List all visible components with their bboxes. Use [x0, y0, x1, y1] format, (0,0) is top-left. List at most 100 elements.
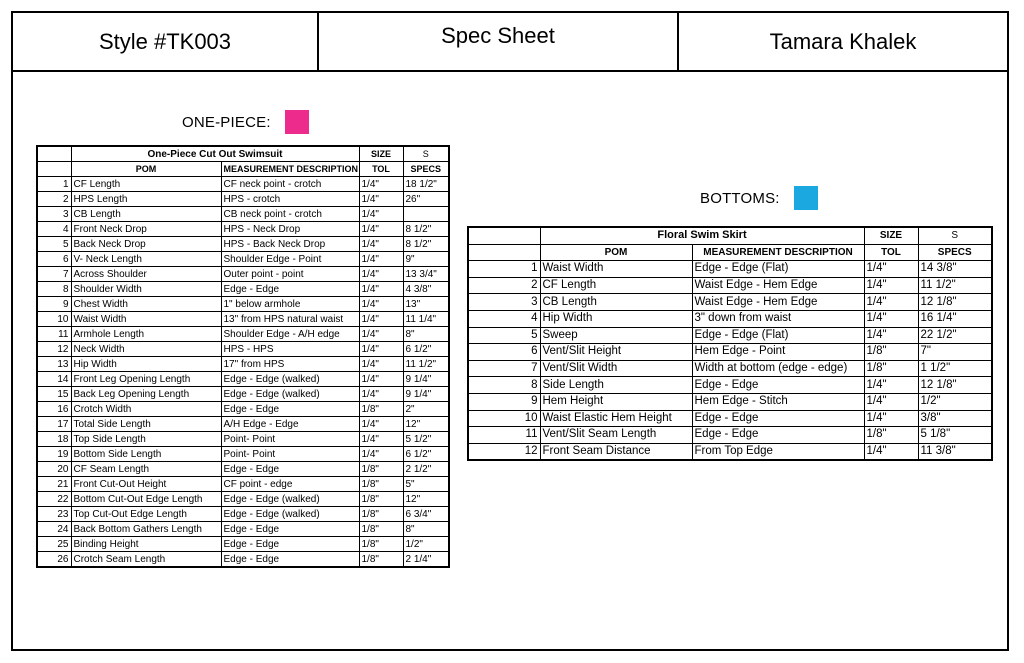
- table-row: 7 Across Shoulder Outer point - point 1/4" 1…: [36, 266, 450, 282]
- table-row: 17 Total Side Length A/H Edge - Edge 1/4" 12…: [36, 416, 450, 432]
- pom-cell: Bottom Cut-Out Edge Length: [70, 491, 222, 507]
- tol-cell: 1/8": [358, 536, 404, 552]
- onepiece-color-swatch: [284, 110, 309, 134]
- table-row: 20 CF Seam Length Edge - Edge 1/8" 2 1/2": [36, 461, 450, 477]
- desc-cell: Edge - Edge: [220, 461, 360, 477]
- pom-cell: Hem Height: [539, 392, 693, 411]
- spec-cell: 11 3/8": [917, 442, 993, 462]
- spec-cell: 2": [402, 401, 450, 417]
- onepiece-label-text: ONE-PIECE:: [182, 113, 271, 131]
- table-row: 1 CF Length CF neck point - crotch 1/4" 18 1…: [36, 176, 450, 192]
- tol-cell: 1/4": [358, 371, 404, 387]
- tol-cell: 1/4": [358, 326, 404, 342]
- table-row: 7 Vent/Slit Width Width at bottom (edge - …: [467, 359, 993, 378]
- spec-cell: 11 1/4": [402, 311, 450, 327]
- pom-cell: CF Seam Length: [70, 461, 222, 477]
- row-number: 14: [36, 371, 72, 387]
- tol-cell: 1/4": [358, 236, 404, 252]
- table-row: 4 Front Neck Drop HPS - Neck Drop 1/4" 8 1/2…: [36, 221, 450, 237]
- pom-cell: Chest Width: [70, 296, 222, 312]
- desc-cell: Edge - Edge (Flat): [691, 260, 865, 278]
- row-number: 7: [467, 359, 541, 378]
- desc-cell: 3" down from waist: [691, 309, 865, 328]
- spec-cell: 26": [402, 191, 450, 207]
- spec-cell: 6 3/4": [402, 506, 450, 522]
- spec-cell: 18 1/2": [402, 176, 450, 192]
- table-row: 3 CB Length CB neck point - crotch 1/4": [36, 206, 450, 222]
- tol-cell: 1/8": [358, 461, 404, 477]
- tol-cell: 1/4": [358, 191, 404, 207]
- onepiece-label: ONE-PIECE:: [182, 110, 309, 134]
- row-number: 17: [36, 416, 72, 432]
- pom-cell: CB Length: [539, 293, 693, 311]
- pom-cell: Bottom Side Length: [70, 446, 222, 462]
- desc-cell: From Top Edge: [691, 442, 865, 462]
- pom-cell: Vent/Slit Height: [539, 343, 693, 361]
- row-number: 9: [467, 392, 541, 411]
- spec-cell: 7": [917, 343, 993, 361]
- pom-cell: Armhole Length: [70, 326, 222, 342]
- pom-cell: Hip Width: [70, 356, 222, 372]
- blank-cell: [467, 243, 541, 262]
- spec-cell: 9": [402, 251, 450, 267]
- pom-cell: Side Length: [539, 376, 693, 394]
- specs-header: SPECS: [917, 243, 993, 262]
- pom-cell: Vent/Slit Seam Length: [539, 426, 693, 444]
- table-row: 26 Crotch Seam Length Edge - Edge 1/8" 2 1/4…: [36, 551, 450, 568]
- desc-cell: Edge - Edge: [220, 551, 360, 568]
- row-number: 2: [36, 191, 72, 207]
- tol-cell: 1/4": [863, 392, 919, 411]
- row-number: 26: [36, 551, 72, 568]
- pom-cell: Front Seam Distance: [539, 442, 693, 462]
- row-number: 20: [36, 461, 72, 477]
- spec-cell: 5 1/2": [402, 431, 450, 447]
- spec-cell: 1/2": [402, 536, 450, 552]
- pom-cell: Neck Width: [70, 341, 222, 357]
- row-number: 3: [36, 206, 72, 222]
- spec-cell: 11 1/2": [402, 356, 450, 372]
- tol-cell: 1/8": [358, 401, 404, 417]
- tol-cell: 1/8": [358, 551, 404, 568]
- spec-cell: 14 3/8": [917, 260, 993, 278]
- designer-name-text: Tamara Khalek: [769, 28, 917, 54]
- onepiece-table-title: One-Piece Cut Out Swimsuit: [70, 145, 360, 162]
- table-row: 14 Front Leg Opening Length Edge - Edge (w…: [36, 371, 450, 387]
- pom-cell: Front Leg Opening Length: [70, 371, 222, 387]
- desc-cell: HPS - Back Neck Drop: [220, 236, 360, 252]
- pom-cell: HPS Length: [70, 191, 222, 207]
- desc-cell: 1" below armhole: [220, 296, 360, 312]
- desc-cell: Edge - Edge: [691, 409, 865, 428]
- desc-cell: Shoulder Edge - A/H edge: [220, 326, 360, 342]
- desc-header: MEASUREMENT DESCRIPTION: [691, 243, 865, 262]
- pom-cell: Crotch Width: [70, 401, 222, 417]
- spec-cell: 12 1/8": [917, 293, 993, 311]
- spec-cell: 6 1/2": [402, 341, 450, 357]
- desc-cell: HPS - crotch: [220, 191, 360, 207]
- designer-name: Tamara Khalek: [677, 13, 1007, 70]
- onepiece-spec-table: One-Piece Cut Out Swimsuit SIZE S POM ME…: [36, 145, 450, 568]
- tol-cell: 1/4": [863, 276, 919, 295]
- pom-cell: Back Bottom Gathers Length: [70, 521, 222, 537]
- desc-cell: Edge - Edge (Flat): [691, 326, 865, 345]
- pom-cell: CF Length: [70, 176, 222, 192]
- row-number: 3: [467, 293, 541, 311]
- row-number: 5: [467, 326, 541, 345]
- table-row: 18 Top Side Length Point- Point 1/4" 5 1/2": [36, 431, 450, 447]
- spec-cell: 1/2": [917, 392, 993, 411]
- tol-cell: 1/4": [358, 386, 404, 402]
- tol-cell: 1/4": [358, 266, 404, 282]
- spec-cell: 3/8": [917, 409, 993, 428]
- row-number: 10: [36, 311, 72, 327]
- row-number: 19: [36, 446, 72, 462]
- desc-cell: Waist Edge - Hem Edge: [691, 276, 865, 295]
- tol-cell: 1/8": [863, 426, 919, 444]
- table-row: 23 Top Cut-Out Edge Length Edge - Edge (wa…: [36, 506, 450, 522]
- tol-cell: 1/4": [358, 251, 404, 267]
- pom-cell: CB Length: [70, 206, 222, 222]
- pom-cell: Sweep: [539, 326, 693, 345]
- tol-cell: 1/4": [863, 260, 919, 278]
- tol-cell: 1/8": [358, 506, 404, 522]
- tol-cell: 1/4": [358, 281, 404, 297]
- tol-cell: 1/4": [358, 176, 404, 192]
- row-number: 2: [467, 276, 541, 295]
